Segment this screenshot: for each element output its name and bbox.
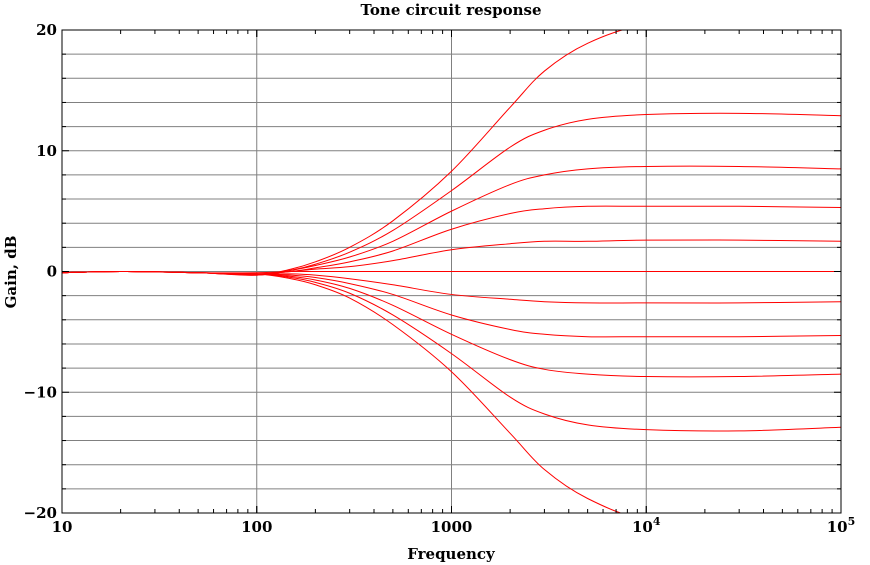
- x-tick-label: 100: [241, 518, 272, 536]
- tick-labels: 10 100 1000 104 105 −20 −10 0 10 20: [24, 21, 856, 536]
- chart-title: Tone circuit response: [360, 1, 541, 19]
- y-tick-label: 0: [47, 263, 57, 281]
- gridlines: [62, 30, 841, 513]
- y-axis-label: Gain, dB: [2, 236, 20, 309]
- y-tick-label: 10: [36, 142, 57, 160]
- x-tick-label: 104: [632, 515, 661, 536]
- x-axis-label: Frequency: [407, 545, 496, 563]
- series-line-11: [62, 270, 623, 513]
- x-tick-label: 105: [827, 515, 856, 536]
- y-tick-label: −10: [24, 383, 57, 401]
- x-tick-label: 10: [52, 518, 73, 536]
- x-tick-label: 1000: [431, 518, 473, 536]
- tick-marks: [61, 29, 842, 514]
- series-lines: [62, 30, 841, 513]
- y-tick-label: −20: [24, 504, 57, 522]
- y-tick-label: 20: [36, 21, 57, 39]
